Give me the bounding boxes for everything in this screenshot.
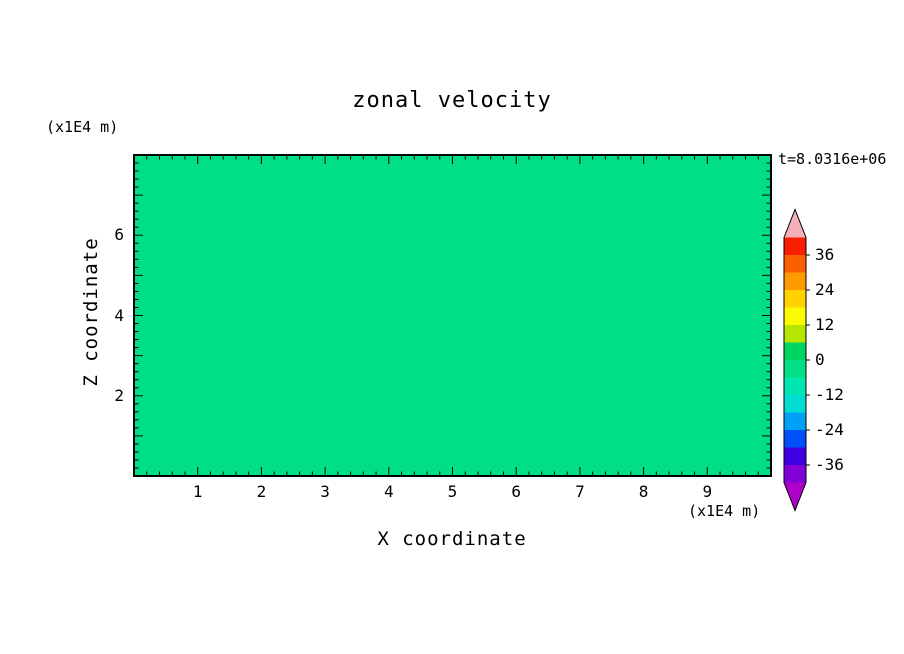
y-axis-units: (x1E4 m)	[46, 118, 119, 136]
colorbar-cell	[784, 325, 806, 343]
colorbar-cell	[784, 307, 806, 325]
x-axis-units: (x1E4 m)	[688, 502, 761, 520]
x-tick-label: 8	[638, 482, 649, 501]
colorbar-cell	[784, 237, 806, 255]
colorbar-under-arrow	[784, 482, 806, 511]
x-axis-label: X coordinate	[377, 528, 527, 550]
axis-ticks	[133, 154, 810, 477]
x-tick-label: 3	[320, 482, 330, 501]
colorbar-tick-label: -24	[815, 420, 844, 439]
y-tick-label: 6	[114, 225, 124, 245]
colorbar-cell	[784, 377, 806, 395]
x-tick-label: 7	[575, 482, 585, 501]
colorbar-cell	[784, 465, 806, 483]
chart-title: zonal velocity	[352, 88, 552, 113]
x-tick-label: 5	[447, 482, 458, 501]
colorbar-over-arrow	[784, 209, 806, 238]
colorbar-cell	[784, 430, 806, 448]
colorbar-cell	[784, 395, 806, 413]
y-tick-label: 4	[114, 305, 124, 325]
colorbar-cell	[784, 272, 806, 290]
field-background	[134, 155, 771, 476]
time-annotation: t=8.0316e+06	[778, 150, 887, 168]
colorbar-cell	[784, 255, 806, 273]
x-tick-label: 2	[256, 482, 267, 501]
colorbar-tick-label: 0	[815, 350, 825, 369]
colorbar-tick-label: -36	[815, 455, 844, 474]
x-tick-label: 4	[383, 482, 394, 501]
x-tick-label: 9	[702, 482, 713, 501]
colorbar-cell	[784, 290, 806, 308]
colorbar-tick-label: -12	[815, 385, 844, 404]
colorbar-cell	[784, 342, 806, 360]
colorbar-cell	[784, 360, 806, 378]
colorbar-tick-label: 12	[815, 315, 835, 334]
colorbar-cell	[784, 447, 806, 465]
colorbar-tick-label: 36	[815, 245, 835, 264]
colorbar-outline	[783, 208, 807, 512]
x-tick-label: 1	[192, 482, 203, 501]
colorbar-tick-label: 24	[815, 280, 835, 299]
y-tick-label: 2	[114, 385, 124, 405]
colorbar-cell	[784, 412, 806, 430]
x-tick-label: 6	[511, 482, 521, 501]
